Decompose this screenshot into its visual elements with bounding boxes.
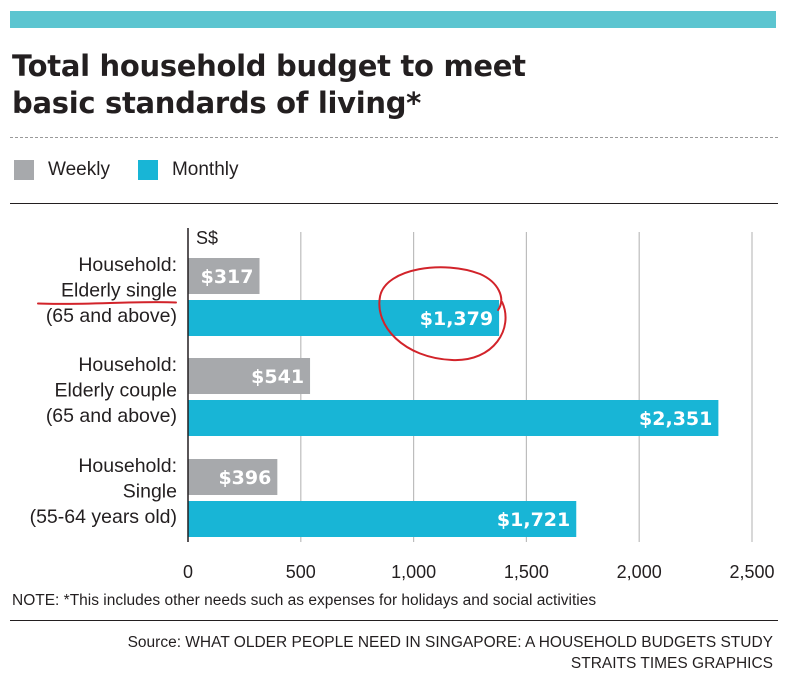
bar-weekly-1: [188, 258, 260, 294]
tick-label-2-000: 2,000: [617, 562, 662, 582]
tick-label-1-500: 1,500: [504, 562, 549, 582]
category-label-3-line-2: Single: [123, 481, 177, 503]
chart-title-line-2: basic standards of living*: [12, 86, 422, 120]
category-label-2-line-3: (65 and above): [46, 405, 177, 427]
title-divider: [10, 137, 778, 138]
legend-label-weekly: Weekly: [48, 159, 110, 180]
bar-monthly-1: [188, 300, 500, 336]
value-label-weekly-1: $317: [201, 266, 254, 288]
tick-label-500: 500: [286, 562, 316, 582]
category-label-2-line-1: Household:: [78, 354, 177, 376]
category-label-3-line-3: (55-64 years old): [30, 506, 177, 528]
bar-monthly-2: [188, 400, 719, 436]
source-line-1: Source: WHAT OLDER PEOPLE NEED IN SINGAP…: [127, 634, 773, 651]
value-label-weekly-3: $396: [218, 467, 271, 489]
bar-chart: $317 $1,379 Household: Elderly single (65 an…: [30, 228, 775, 582]
chart-title-line-1: Total household budget to meet: [12, 49, 526, 83]
chart-top-rule: [10, 203, 778, 204]
tick-label-0: 0: [183, 562, 193, 582]
category-label-1-line-3: (65 and above): [46, 305, 177, 327]
source-credit: Source: WHAT OLDER PEOPLE NEED IN SINGAP…: [128, 632, 773, 674]
annotation-underline: [37, 301, 177, 305]
footer-rule: [10, 620, 778, 621]
source-line-2: STRAITS TIMES GRAPHICS: [570, 655, 773, 672]
chart-note: NOTE: *This includes other needs such as…: [12, 592, 597, 609]
tick-label-1-000: 1,000: [391, 562, 436, 582]
legend: Weekly Monthly: [14, 157, 266, 183]
value-label-monthly-3: $1,721: [497, 509, 570, 531]
bar-weekly-3: [188, 459, 278, 495]
category-label-3-line-1: Household:: [78, 455, 177, 477]
bar-weekly-2: [188, 358, 311, 394]
chart-title: Total household budget to meet basic sta…: [12, 48, 772, 122]
value-label-weekly-2: $541: [251, 366, 304, 388]
bar-monthly-3: [188, 501, 577, 537]
value-label-monthly-2: $2,351: [639, 408, 712, 430]
header-accent-bar: [10, 11, 776, 28]
unit-label: S$: [196, 228, 218, 248]
legend-item-monthly: Monthly: [137, 159, 239, 181]
tick-label-2-500: 2,500: [729, 562, 774, 582]
category-label-1-line-1: Household:: [78, 254, 177, 276]
legend-item-weekly: Weekly: [14, 159, 110, 181]
annotation-circle: [378, 266, 507, 362]
legend-swatch-weekly: [14, 160, 34, 180]
value-label-monthly-1: $1,379: [420, 308, 493, 330]
category-label-1-line-2: Elderly single: [61, 280, 177, 302]
legend-swatch-monthly: [137, 160, 158, 180]
legend-label-monthly: Monthly: [171, 159, 239, 180]
category-label-2-line-2: Elderly couple: [55, 380, 177, 402]
